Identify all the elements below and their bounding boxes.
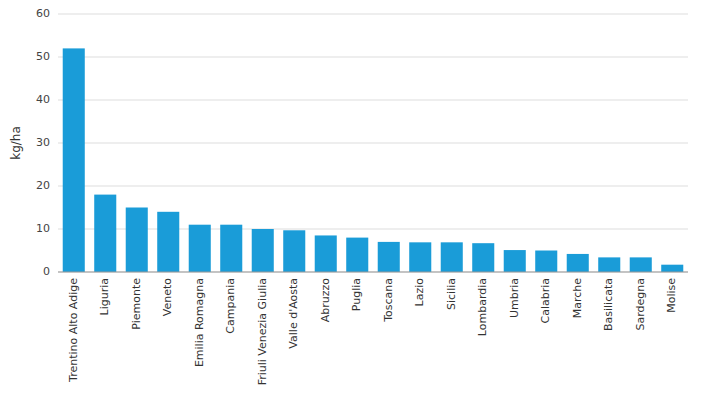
y-ticks: 0 10 20 30 40 50 60 [36, 7, 50, 278]
page: {"chart_data": {"type": "bar", "categori… [0, 0, 702, 412]
x-tick-label: Puglia [350, 278, 363, 311]
x-tick-label: Valle d'Aosta [287, 278, 300, 349]
x-tick-label: Abruzzo [319, 278, 332, 323]
bar [472, 243, 494, 272]
grid-line [58, 229, 688, 230]
bar [63, 48, 85, 272]
y-tick-label: 40 [36, 93, 50, 106]
y-tick-label: 20 [36, 179, 50, 192]
x-ticks: Trentino Alto Adige Liguria Piemonte Veneto… [67, 278, 679, 386]
bar [283, 230, 305, 272]
grid-line [58, 143, 688, 144]
bar [189, 225, 211, 272]
x-tick-label: Emilia Romagna [193, 278, 206, 367]
y-tick-label: 50 [36, 50, 50, 63]
bar [94, 195, 116, 272]
bar [220, 225, 242, 272]
grid-line [58, 57, 688, 58]
x-tick-label: Lazio [413, 278, 426, 307]
x-tick-label: Trentino Alto Adige [67, 278, 80, 383]
bar [535, 251, 557, 273]
x-tick-label: Friuli Venezia Giulia [256, 278, 269, 385]
chart-container: 0 10 20 30 40 50 60 kg/ha Trentino Alto Adige Lig… [0, 0, 702, 412]
y-tick-label: 60 [36, 7, 50, 20]
bar [504, 250, 526, 272]
x-tick-label: Calabria [539, 278, 552, 324]
x-tick-label: Liguria [98, 278, 111, 315]
grid-line [58, 272, 688, 273]
bar [157, 212, 179, 272]
x-axis-line [58, 272, 688, 273]
y-tick-label: 10 [36, 222, 50, 235]
chart: 0 10 20 30 40 50 60 kg/ha Trentino Alto Adige Lig… [0, 0, 702, 412]
x-tick-label: Toscana [382, 278, 395, 323]
bar [252, 229, 274, 272]
x-tick-label: Molise [665, 278, 678, 313]
y-grid [58, 14, 688, 272]
grid-line [58, 186, 688, 187]
x-tick-label: Marche [571, 278, 584, 319]
bar [409, 242, 431, 272]
grid-line [58, 100, 688, 101]
x-tick-label: Piemonte [130, 278, 143, 330]
bar [315, 235, 337, 272]
y-tick-label: 30 [36, 136, 50, 149]
bar [598, 257, 620, 272]
bar [441, 242, 463, 272]
x-tick-label: Sardegna [634, 278, 647, 331]
grid-line [58, 14, 688, 15]
x-tick-label: Veneto [161, 278, 174, 316]
x-tick-label: Lombardia [476, 278, 489, 336]
x-tick-label: Basilicata [602, 278, 615, 331]
bar [126, 208, 148, 273]
x-tick-label: Sicilia [445, 278, 458, 310]
y-axis-label: kg/ha [9, 126, 23, 160]
bar [661, 265, 683, 272]
bars [63, 48, 684, 272]
x-tick-label: Umbria [508, 278, 521, 318]
bar [567, 254, 589, 272]
bar [378, 242, 400, 272]
y-tick-label: 0 [43, 265, 50, 278]
x-tick-label: Campania [224, 278, 237, 334]
bar [346, 238, 368, 272]
bar [630, 257, 652, 272]
